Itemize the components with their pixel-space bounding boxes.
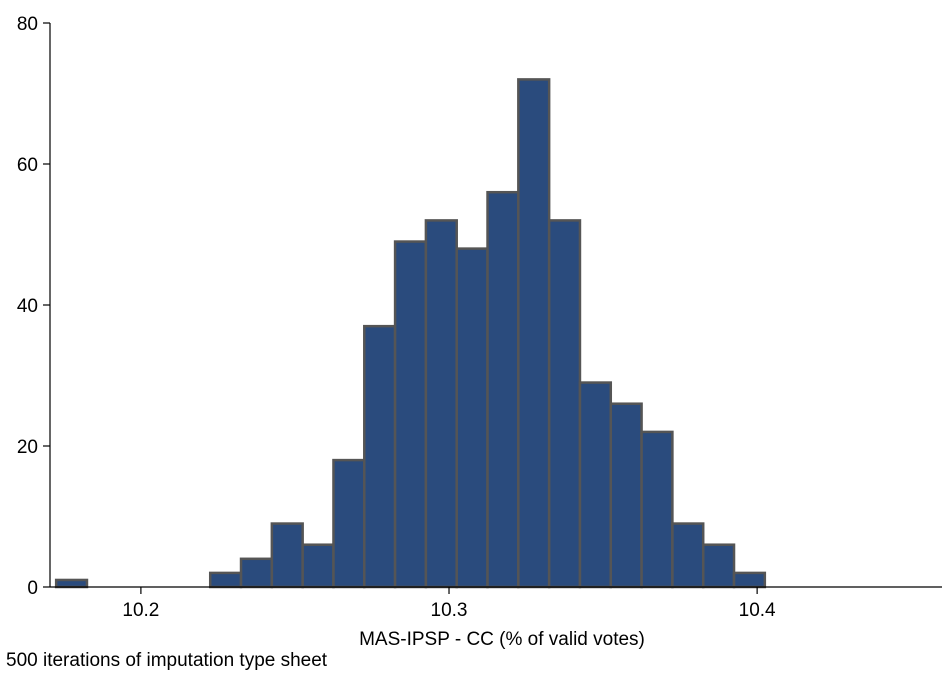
chart-note: 500 iterations of imputation type sheet (6, 650, 328, 671)
histogram-bar (393, 240, 428, 589)
x-axis: 10.2 10.3 10.4 (50, 586, 942, 621)
x-tick-label: 10.4 (739, 600, 776, 621)
histogram-bar (208, 571, 243, 589)
histogram-bar (270, 522, 304, 589)
histogram-bar (671, 522, 705, 589)
histogram-bar (455, 247, 489, 589)
histogram-bar (578, 381, 613, 589)
histogram-bar (301, 543, 335, 589)
x-tick-label: 10.3 (431, 600, 468, 621)
x-tick-label: 10.2 (122, 600, 159, 621)
histogram-bar (239, 557, 274, 589)
y-axis: 0 20 40 60 80 (17, 14, 51, 599)
histogram-bar (701, 543, 736, 589)
histogram-bar (363, 324, 397, 589)
histogram-bar (54, 578, 89, 589)
histogram-bar (732, 571, 767, 589)
y-tick-label: 80 (17, 14, 38, 35)
histogram-bar (424, 219, 458, 589)
histogram-bar (332, 458, 366, 589)
histogram-bars (54, 78, 767, 589)
histogram-bar (486, 190, 520, 589)
y-tick-label: 60 (17, 155, 38, 176)
y-tick-label: 20 (17, 437, 38, 458)
x-axis-title: MAS-IPSP - CC (% of valid votes) (359, 629, 645, 650)
y-tick-label: 0 (27, 578, 38, 599)
histogram-bar (517, 78, 551, 589)
y-tick-label: 40 (17, 296, 38, 317)
histogram-bar (640, 430, 674, 589)
histogram-bar (547, 219, 582, 589)
histogram-bar (609, 402, 643, 589)
